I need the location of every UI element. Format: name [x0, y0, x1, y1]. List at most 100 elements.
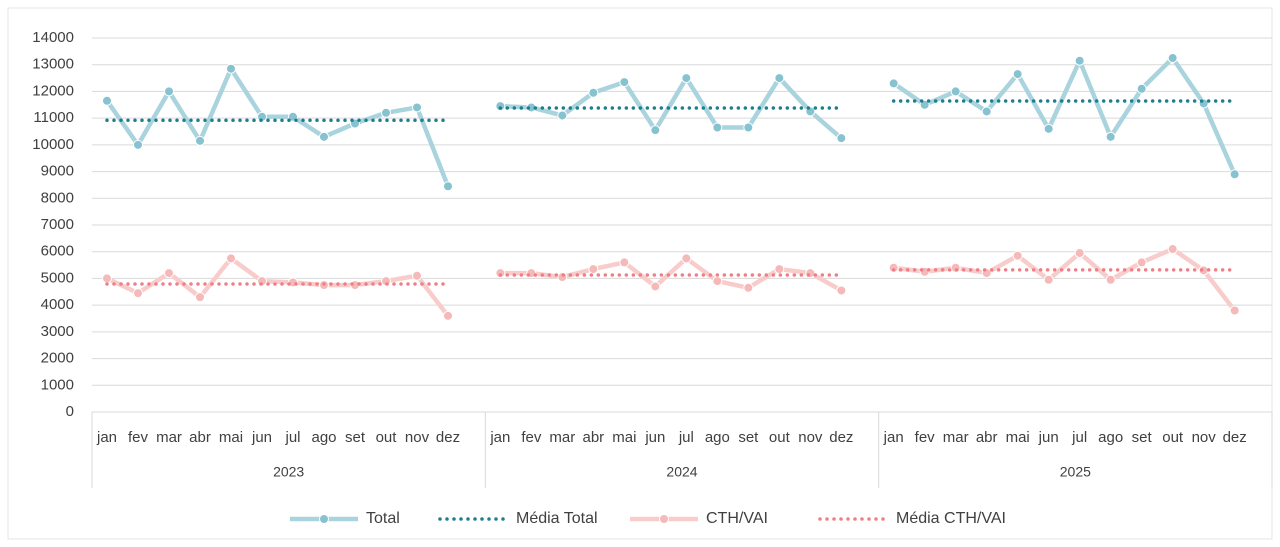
y-tick-label: 4000 — [41, 296, 74, 313]
x-tick-label: out — [1162, 429, 1184, 446]
x-tick-label: set — [345, 429, 366, 446]
x-tick-label: abr — [189, 429, 211, 446]
point — [495, 101, 506, 112]
point — [443, 181, 453, 192]
x-tick-label: set — [738, 429, 759, 446]
point — [743, 122, 754, 133]
point — [981, 106, 992, 117]
point — [712, 122, 723, 133]
x-tick-label: jun — [644, 429, 665, 446]
point — [412, 102, 422, 113]
x-tick-label: dez — [829, 429, 853, 446]
x-tick-label: set — [1132, 429, 1153, 446]
point — [1105, 131, 1116, 142]
point — [836, 133, 847, 144]
x-tick-label: mar — [549, 429, 575, 446]
point — [743, 282, 754, 293]
x-tick-label: mai — [1006, 429, 1030, 446]
point — [164, 268, 174, 279]
point — [950, 86, 961, 97]
y-tick-label: 14000 — [32, 29, 74, 46]
point — [1229, 305, 1240, 316]
point — [195, 292, 205, 303]
x-tick-label: ago — [705, 429, 730, 446]
group-label: 2023 — [273, 464, 304, 480]
x-tick-label: dez — [436, 429, 460, 446]
point — [774, 264, 785, 275]
x-tick-label: mar — [156, 429, 182, 446]
legend-marker — [659, 514, 669, 524]
series-line — [892, 55, 1237, 176]
legend-label: Média CTH/VAI — [896, 510, 1006, 527]
x-tick-label: jul — [678, 429, 694, 446]
point — [1167, 244, 1178, 255]
x-tick-label: jun — [1038, 429, 1059, 446]
x-tick-label: jul — [284, 429, 300, 446]
point — [495, 268, 506, 279]
x-tick-label: nov — [798, 429, 823, 446]
group-label: 2024 — [666, 464, 697, 480]
x-tick-label: nov — [405, 429, 430, 446]
point — [888, 78, 899, 89]
point — [195, 135, 205, 146]
point — [557, 110, 568, 121]
point — [619, 77, 630, 88]
x-tick-label: out — [769, 429, 791, 446]
point — [650, 125, 661, 136]
x-tick-label: fev — [521, 429, 542, 446]
point — [102, 95, 112, 106]
x-tick-label: jan — [96, 429, 117, 446]
point — [836, 285, 847, 296]
y-tick-label: 11000 — [33, 109, 74, 126]
x-tick-label: jan — [489, 429, 510, 446]
x-tick-label: mar — [943, 429, 969, 446]
point — [681, 73, 692, 84]
point — [774, 73, 785, 84]
legend-label: Média Total — [516, 510, 598, 527]
y-tick-label: 13000 — [32, 56, 74, 73]
x-tick-label: nov — [1192, 429, 1217, 446]
x-tick-label: mai — [612, 429, 636, 446]
point — [443, 310, 453, 321]
y-tick-label: 8000 — [41, 189, 74, 206]
point — [1229, 169, 1240, 180]
x-tick-label: ago — [1098, 429, 1123, 446]
x-tick-label: fev — [915, 429, 936, 446]
legend-marker — [319, 514, 329, 524]
point — [226, 253, 236, 264]
point — [1136, 83, 1147, 94]
y-tick-label: 10000 — [32, 136, 74, 153]
x-tick-label: ago — [311, 429, 336, 446]
y-tick-label: 2000 — [41, 350, 74, 367]
y-tick-label: 0 — [66, 403, 74, 420]
point — [226, 63, 236, 74]
x-tick-label: dez — [1223, 429, 1247, 446]
series-line — [105, 66, 451, 188]
group-label: 2025 — [1060, 464, 1091, 480]
point — [588, 264, 599, 275]
y-tick-label: 9000 — [41, 163, 74, 180]
point — [1012, 250, 1023, 261]
point — [1167, 53, 1178, 64]
point — [1074, 248, 1085, 259]
x-tick-label: abr — [582, 429, 604, 446]
point — [133, 139, 143, 150]
y-tick-label: 1000 — [41, 376, 74, 393]
point — [888, 262, 899, 273]
x-tick-label: abr — [976, 429, 998, 446]
y-tick-label: 12000 — [32, 82, 74, 99]
point — [133, 288, 143, 299]
y-tick-label: 5000 — [41, 269, 74, 286]
point — [681, 253, 692, 264]
x-tick-label: jul — [1071, 429, 1087, 446]
y-tick-label: 6000 — [41, 243, 74, 260]
legend-label: Total — [366, 510, 400, 527]
point — [1136, 257, 1147, 268]
point — [1043, 123, 1054, 134]
series-line — [500, 75, 843, 140]
point — [650, 281, 661, 292]
x-tick-label: jun — [251, 429, 272, 446]
y-tick-label: 7000 — [41, 216, 74, 233]
point — [712, 276, 723, 287]
